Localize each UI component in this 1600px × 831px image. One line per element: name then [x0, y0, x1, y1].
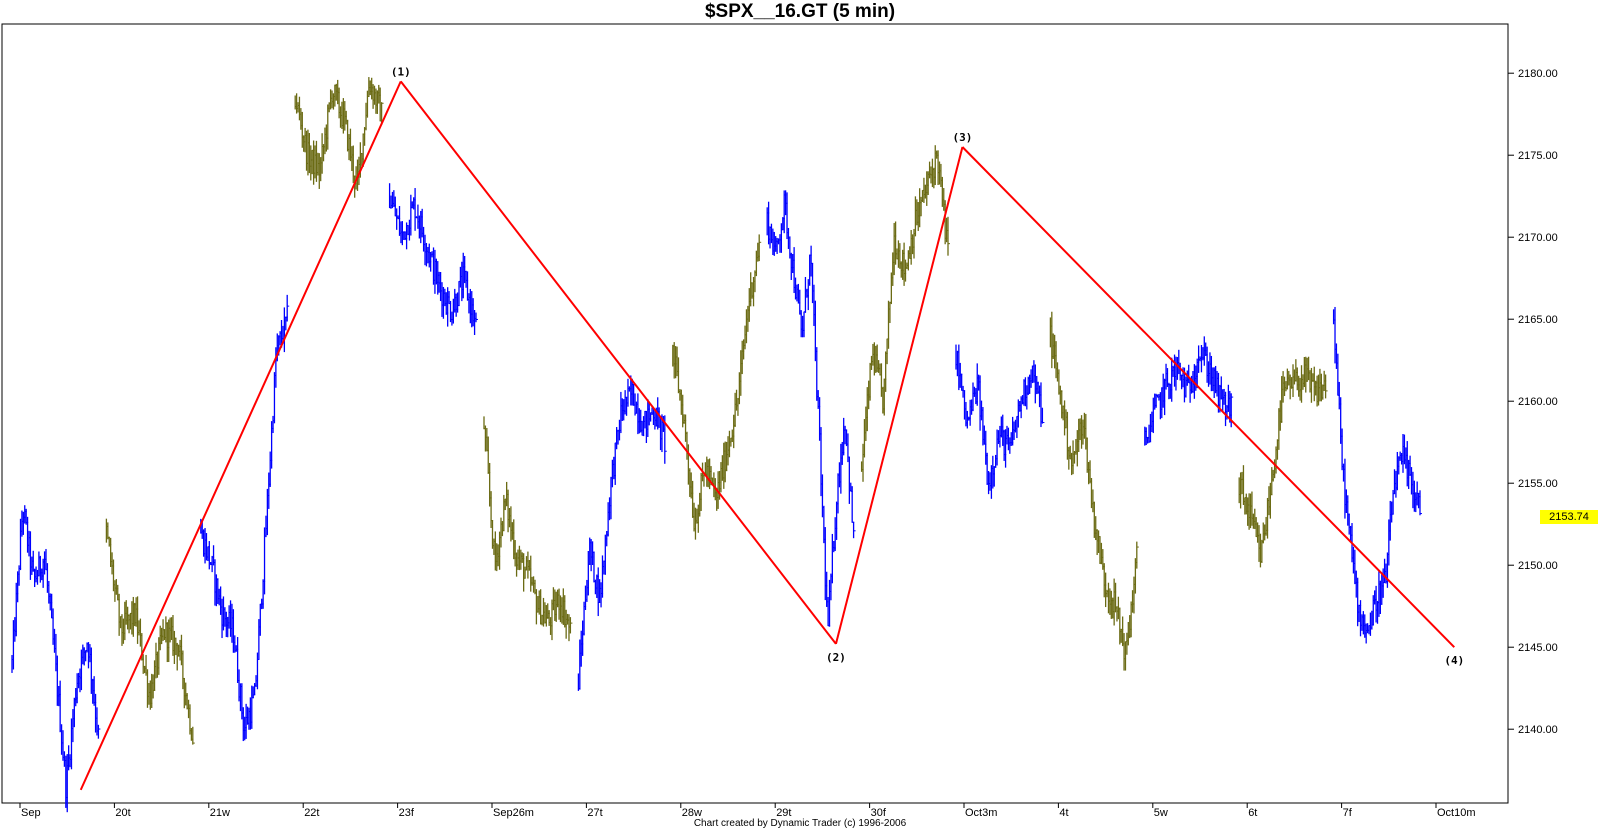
- y-tick-label: 2170.00: [1518, 232, 1558, 244]
- wave-segment: [79, 80, 402, 791]
- plot-frame: [1, 23, 1509, 804]
- x-tick-label: Sep26m: [493, 807, 534, 819]
- wave-labels: (1) (2) (3) (4): [391, 65, 1464, 667]
- x-tick-label: 4t: [1059, 807, 1068, 819]
- y-tick-label: 2145.00: [1518, 642, 1558, 654]
- x-tick-label: 29t: [776, 807, 791, 819]
- x-tick-label: 20t: [115, 807, 130, 819]
- x-tick-label: 27t: [587, 807, 602, 819]
- wave-label: (1): [391, 65, 411, 78]
- x-tick-label: 28w: [682, 807, 702, 819]
- y-tick-label: 2155.00: [1518, 478, 1558, 490]
- x-tick-label: 21w: [210, 807, 230, 819]
- y-tick-label: 2165.00: [1518, 314, 1558, 326]
- wave-segment: [399, 80, 837, 645]
- plot-border: [1, 23, 1509, 804]
- y-axis: 2140.00 2145.00 2150.00 2155.00 2160.00 2165.…: [1508, 68, 1558, 736]
- y-tick-label: 2175.00: [1518, 150, 1558, 162]
- wave-label: (4): [1444, 654, 1464, 667]
- last-price-badge: 2153.74: [1540, 510, 1598, 524]
- elliott-wave-lines: [79, 80, 1455, 791]
- chart-credit: Chart created by Dynamic Trader (c) 1996…: [693, 818, 907, 829]
- wave-label: (3): [953, 131, 973, 144]
- x-tick-label: 5w: [1154, 807, 1168, 819]
- x-axis: Sep 20t 21w 22t 23f Sep26m 27t 28w 29t 30f Oct3m 4t…: [19, 803, 1476, 819]
- chart-title: $SPX__16.GT (5 min): [704, 1, 896, 22]
- x-tick-label: 23f: [399, 807, 415, 819]
- wave-segment: [961, 146, 1455, 648]
- x-tick-label: Oct3m: [965, 807, 997, 819]
- x-tick-label: 22t: [304, 807, 319, 819]
- wave-segment: [834, 146, 964, 645]
- x-tick-label: 30f: [871, 807, 887, 819]
- x-tick-label: 7f: [1343, 807, 1353, 819]
- y-tick-label: 2140.00: [1518, 724, 1558, 736]
- y-tick-label: 2160.00: [1518, 396, 1558, 408]
- y-tick-label: 2180.00: [1518, 68, 1558, 80]
- y-tick-label: 2150.00: [1518, 560, 1558, 572]
- wave-label: (2): [826, 651, 846, 664]
- x-tick-label: Sep: [21, 807, 41, 819]
- x-tick-label: Oct10m: [1437, 807, 1476, 819]
- x-tick-label: 6t: [1248, 807, 1257, 819]
- price-bars: [11, 77, 1422, 813]
